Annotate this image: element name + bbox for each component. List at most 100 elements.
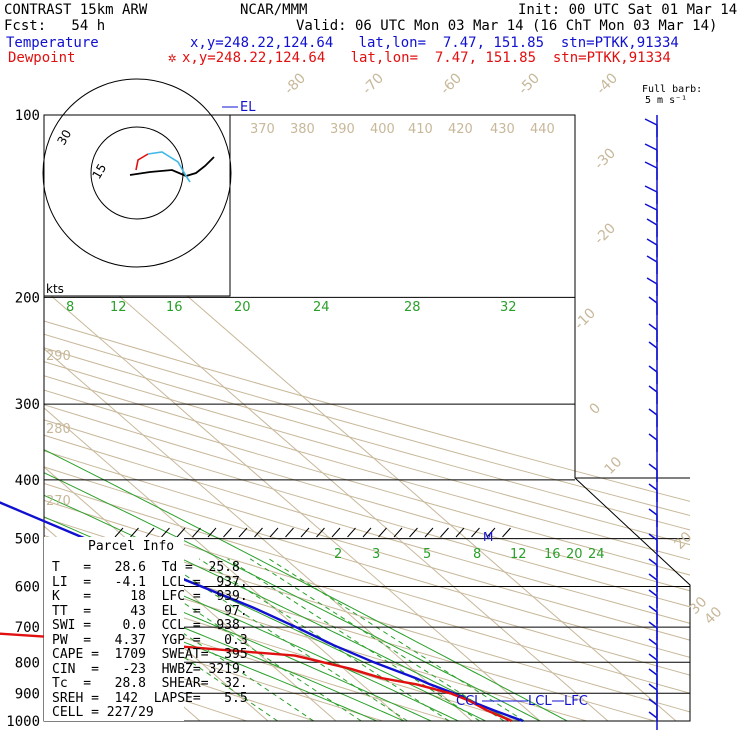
hatch-mark (393, 527, 403, 538)
moist-adiabat-line (44, 587, 377, 721)
init-time: Init: 00 UTC Sat 01 Mar 14 (518, 2, 738, 18)
isotherm-label: 20 (672, 529, 696, 553)
mixing-label: 28 (404, 300, 421, 315)
isotherm-label: -70 (360, 70, 387, 97)
wind-barb-flag (648, 711, 658, 719)
mixing-label-low: 20 (566, 547, 583, 562)
wind-barb-flag (646, 238, 658, 246)
mixing-label: 8 (66, 300, 74, 315)
theta-label: 410 (408, 122, 433, 137)
isotherm-label: -30 (592, 145, 619, 172)
wind-barb-flag (648, 698, 658, 706)
theta-label: 420 (448, 122, 473, 137)
parcel-row: PW = 4.37 YGP = 0.3 (52, 632, 248, 648)
wind-barb-flag (648, 433, 658, 441)
isotherm-line (44, 407, 405, 721)
pressure-label-700: 700 (15, 620, 40, 636)
wind-barb-flag (648, 668, 658, 676)
pressure-label-800: 800 (15, 655, 40, 671)
theta-label: 280 (46, 422, 71, 437)
parcel-row: CIN = -23 HWBZ= 3219. (52, 661, 248, 677)
hatch-mark (378, 527, 387, 538)
pressure-label-400: 400 (15, 473, 40, 489)
m-label: M (483, 530, 493, 544)
pressure-label-900: 900 (15, 686, 40, 702)
temperature-location: x,y=248.22,124.64 lat,lon= 7.47, 151.85 … (190, 35, 679, 51)
dry-adiabat-line (44, 389, 690, 576)
hatch-mark (114, 527, 124, 538)
hatch-mark (130, 527, 139, 538)
pressure-label-300: 300 (15, 397, 40, 413)
wind-barb-flag (648, 508, 658, 516)
hatch-mark (285, 527, 294, 538)
lfc-label: LFC (564, 694, 588, 709)
mixing-ratio-line (227, 558, 481, 721)
parcel-info-panel: Parcel Info T = 28.6 Td = 25.8 LI = -4.1 … (44, 537, 248, 721)
wind-barb-flag (648, 408, 658, 416)
wind-barb-flag (648, 385, 658, 393)
wind-barb-flag (648, 653, 658, 661)
mixing-label: 16 (166, 300, 183, 315)
wind-barb-flag (646, 255, 658, 263)
hatch-mark (316, 527, 325, 538)
hodo-units: kts (46, 282, 64, 296)
pressure-label-1000: 1000 (6, 714, 40, 730)
hatch-mark (486, 527, 496, 538)
wind-barb-flag (644, 203, 658, 211)
dry-adiabat-line (44, 450, 690, 641)
mixing-ratio-line (72, 558, 314, 721)
theta-label: 390 (330, 122, 355, 137)
dewpoint-location: x,y=248.22,124.64 lat,lon= 7.47, 151.85 … (182, 50, 671, 66)
mixing-label-low: 8 (473, 547, 481, 562)
mixing-label: 20 (234, 300, 251, 315)
mixing-label-low: 2 (334, 547, 342, 562)
wind-barb-flag (648, 365, 658, 373)
hodograph-box (43, 114, 231, 297)
isotherm-label: -10 (572, 305, 599, 332)
isotherm-line (44, 229, 609, 721)
isotherm-label: -40 (594, 70, 621, 97)
parcel-row: SREH = 142 LAPSE= 5.5 (52, 690, 248, 706)
parcel-row: K = 18 LFC = 939. (52, 589, 248, 604)
wind-barb-flag (648, 589, 658, 597)
parcel-info-rows: T = 28.6 Td = 25.8 LI = -4.1 LCL = 937. K … (52, 560, 248, 721)
isotherm-label: -50 (516, 70, 543, 97)
wind-barb-flag (648, 573, 658, 581)
valid-time: Valid: 06 UTC Mon 03 Mar 14 (16 ChT Mon … (296, 18, 718, 34)
parcel-row: LI = -4.1 LCL = 937. (52, 574, 248, 590)
hodograph-ring-inner (90, 126, 184, 220)
wind-barb-flag (648, 621, 658, 629)
theta-label: 440 (530, 122, 555, 137)
wind-barb-flag (648, 296, 658, 304)
theta-label: 370 (250, 122, 275, 137)
lcl-label: LCL (528, 694, 552, 709)
pressure-label-500: 500 (15, 532, 40, 548)
hatch-mark (300, 527, 310, 538)
isotherm-label: -60 (438, 70, 465, 97)
hatch-mark (145, 527, 155, 538)
dry-adiabat-line (44, 517, 690, 713)
plot-frame (43, 114, 691, 722)
wind-barb-flag (646, 218, 658, 226)
dewpoint-legend-label: Dewpoint (8, 50, 76, 66)
theta-label: 290 (46, 349, 71, 364)
wind-barb-flag (648, 638, 658, 646)
parcel-row: Tc = 28.8 SHEAR= 32. (52, 676, 248, 691)
wind-barb-flag (648, 463, 658, 471)
mixing-ratio-line (198, 558, 450, 721)
mixing-label-low: 12 (510, 547, 527, 562)
hatch-mark (331, 527, 341, 538)
hatch-mark (161, 527, 170, 538)
mixing-label: 32 (500, 300, 517, 315)
center-name: NCAR/MMM (240, 2, 308, 18)
dry-adiabat-line (44, 333, 690, 517)
wind-barb-flag (648, 341, 658, 349)
hatch-mark (207, 527, 217, 538)
pressure-label-100: 100 (15, 108, 40, 124)
wind-barb-flag (644, 185, 658, 193)
theta-label: 430 (490, 122, 515, 137)
ccl-label: CCL (456, 694, 482, 709)
mixing-ratio-line (268, 558, 525, 721)
hodograph-trace-red (135, 153, 149, 171)
